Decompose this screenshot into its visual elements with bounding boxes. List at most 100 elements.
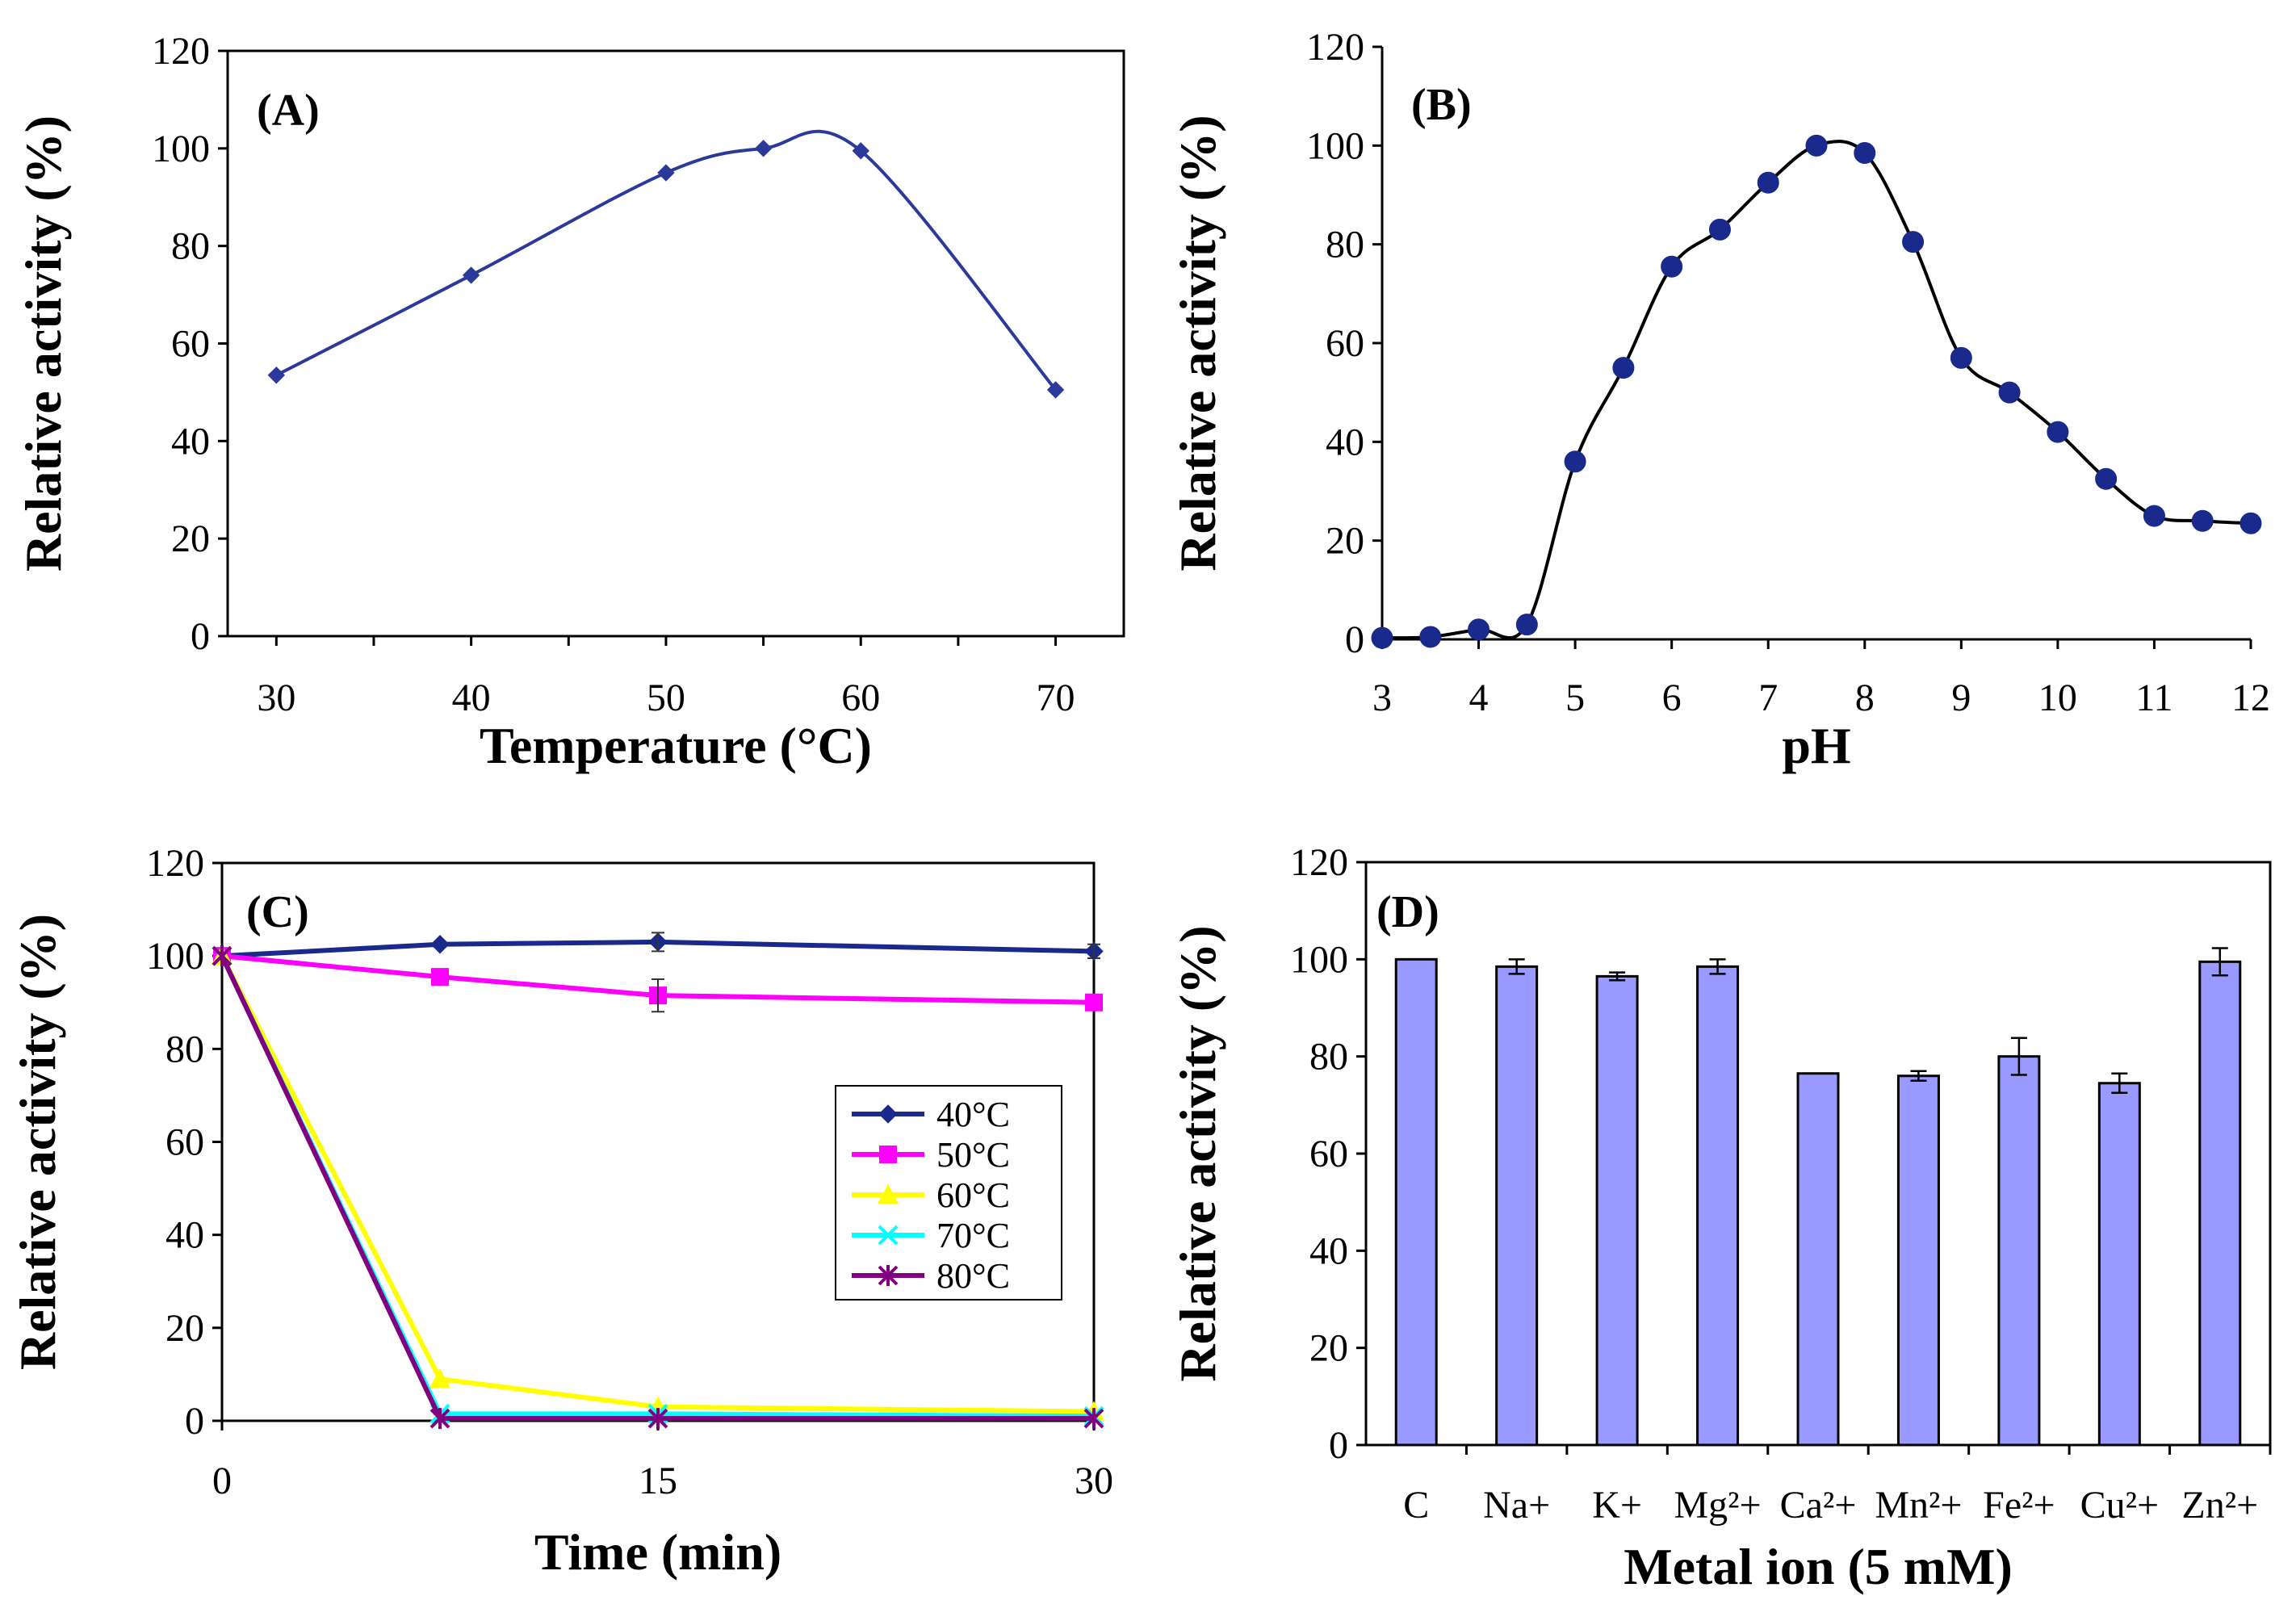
panel-B-data-point [1950,346,1972,369]
panel-D-error-bar [1508,958,1525,975]
panel-D-error-bar [2010,1037,2027,1076]
panel-C: 0 20 40 60 80 100 120 Relative activity (%) Time… [9,842,1113,1581]
panel-B-series-0 [1371,134,2262,649]
panel-A-xtick-label: 40 [452,676,491,719]
panel-C-data-point [429,1368,450,1389]
panel-A-data-point [852,142,869,160]
panel-C-legend-marker [878,1225,899,1246]
panel-C-legend-label: 80°C [936,1256,1010,1296]
panel-A-label: (A) [257,86,320,136]
panel-D-category-label: Mn²+ [1875,1484,1962,1527]
panel-D-bar [2198,960,2242,1447]
panel-C-ytick-label: 20 [165,1307,204,1350]
panel-B-xtick-label: 8 [1855,676,1875,719]
panel-C-ytick-label: 0 [185,1400,204,1443]
panel-D-bar [1997,1055,2041,1447]
panel-C-data-point [647,1396,668,1416]
panel-D-bar [1495,965,1539,1447]
panel-C-series-line [221,939,1095,959]
panel-A-data-point [657,164,675,182]
panel-D-bar [1595,974,1639,1447]
panel-B-data-point [1371,626,1393,649]
panel-D-bar [1394,957,1438,1447]
panel-A-ytick-label: 100 [152,128,210,170]
panel-B-data-point [1419,626,1442,648]
panel-B-xtick-label: 9 [1951,676,1971,719]
panel-C-legend-label: 60°C [936,1175,1010,1215]
panel-C-ytick-label: 60 [165,1121,204,1164]
panel-C-series-4 [212,945,1104,1430]
panel-A-frame [226,49,1125,638]
panel-B-data-point [2239,512,2262,534]
panel-C-legend-marker [878,1184,899,1204]
panel-C-legend-label: 40°C [936,1095,1010,1134]
panel-C-legend-item: 60°C [852,1175,1010,1215]
panel-D-y-axis-label: Relative activity (%) [1169,925,1226,1381]
panel-C-xtick-label: 0 [212,1460,232,1502]
panel-C-legend-label: 70°C [936,1216,1010,1255]
panel-B-xtick-label: 4 [1469,676,1489,719]
panel-C-series-line [221,953,1095,1005]
panel-D-category-label: Mg²+ [1674,1484,1761,1527]
panel-D-ytick-label: 60 [1309,1133,1348,1175]
panel-A-data-point [267,367,286,384]
panel-A: 0 20 40 60 80 100 120 Relative activity (%) Temp… [15,30,1125,774]
panel-A-ytick-label: 0 [191,615,210,658]
panel-B-ytick-label: 20 [1326,520,1364,563]
panel-C-legend: 40°C50°C60°C70°C80°C [835,1085,1062,1301]
panel-B-data-point [1902,231,1925,253]
panel-D-ytick-label: 20 [1309,1327,1348,1370]
panel-C-xtick-label: 15 [639,1460,677,1502]
panel-B-data-point [2191,509,2214,532]
panel-C-data-point [1083,1408,1104,1430]
panel-C-y-axis-label: Relative activity (%) [9,914,66,1370]
panel-D-category-label: Ca²+ [1780,1484,1857,1527]
panel-D-category-label: Zn²+ [2181,1484,2258,1527]
panel-B-ytick-label: 120 [1306,26,1364,69]
panel-D-label: (D) [1376,887,1439,937]
panel-B-xtick-label: 7 [1758,676,1778,719]
panel-A-data-point [462,266,480,284]
panel-D-error-bar [2111,1072,2128,1095]
panel-A-xtick-label: 50 [647,676,685,719]
panel-B-data-point [1854,142,1876,165]
panel-D-bar [1696,965,1740,1447]
panel-D-bar [2097,1082,2141,1447]
panel-D-category-label: Cu²+ [2080,1484,2159,1527]
panel-C-data-point [431,968,449,986]
panel-B-data-point [2047,421,2069,443]
panel-D-category-label: K+ [1592,1484,1642,1527]
panel-C-legend-marker [878,1265,899,1286]
panel-C-legend-marker [879,1146,897,1163]
panel-A-ytick-label: 120 [152,30,210,73]
panel-C-ytick-label: 120 [146,842,204,885]
panel-C-ytick-label: 100 [146,935,204,978]
panel-C-legend-item: 70°C [852,1216,1010,1255]
panel-B-xtick-label: 10 [2038,676,2077,719]
panel-A-series-0 [267,129,1065,399]
panel-D-bar [1796,1072,1840,1447]
panel-B-xtick-label: 5 [1565,676,1585,719]
panel-D-ytick-label: 0 [1329,1424,1348,1467]
panel-D-ytick-label: 40 [1309,1229,1348,1272]
panel-B-xtick-label: 3 [1372,676,1392,719]
panel-D-ytick-label: 80 [1309,1036,1348,1079]
panel-B-data-point [1708,218,1731,241]
panel-C-data-point [1085,993,1103,1012]
panel-B-ytick-label: 0 [1345,618,1364,661]
panel-B-data-point [1612,357,1635,379]
panel-B-data-point [1564,450,1586,473]
panel-A-ytick-label: 20 [171,517,210,560]
panel-B-series-line [1381,140,2252,640]
panel-B-data-point [1515,614,1538,636]
panel-C-legend-label: 50°C [936,1135,1010,1175]
panel-A-data-point [1046,381,1065,399]
panel-B-data-point [1998,381,2021,404]
panel-C-ytick-label: 80 [165,1028,204,1070]
panel-B-data-point [1805,134,1828,157]
panel-D-error-bar [1609,971,1626,982]
panel-D-ytick-label: 100 [1290,938,1348,981]
panel-A-ytick-label: 40 [171,420,210,463]
panel-D-bar [1896,1074,1940,1447]
panel-C-legend-marker [878,1104,898,1124]
